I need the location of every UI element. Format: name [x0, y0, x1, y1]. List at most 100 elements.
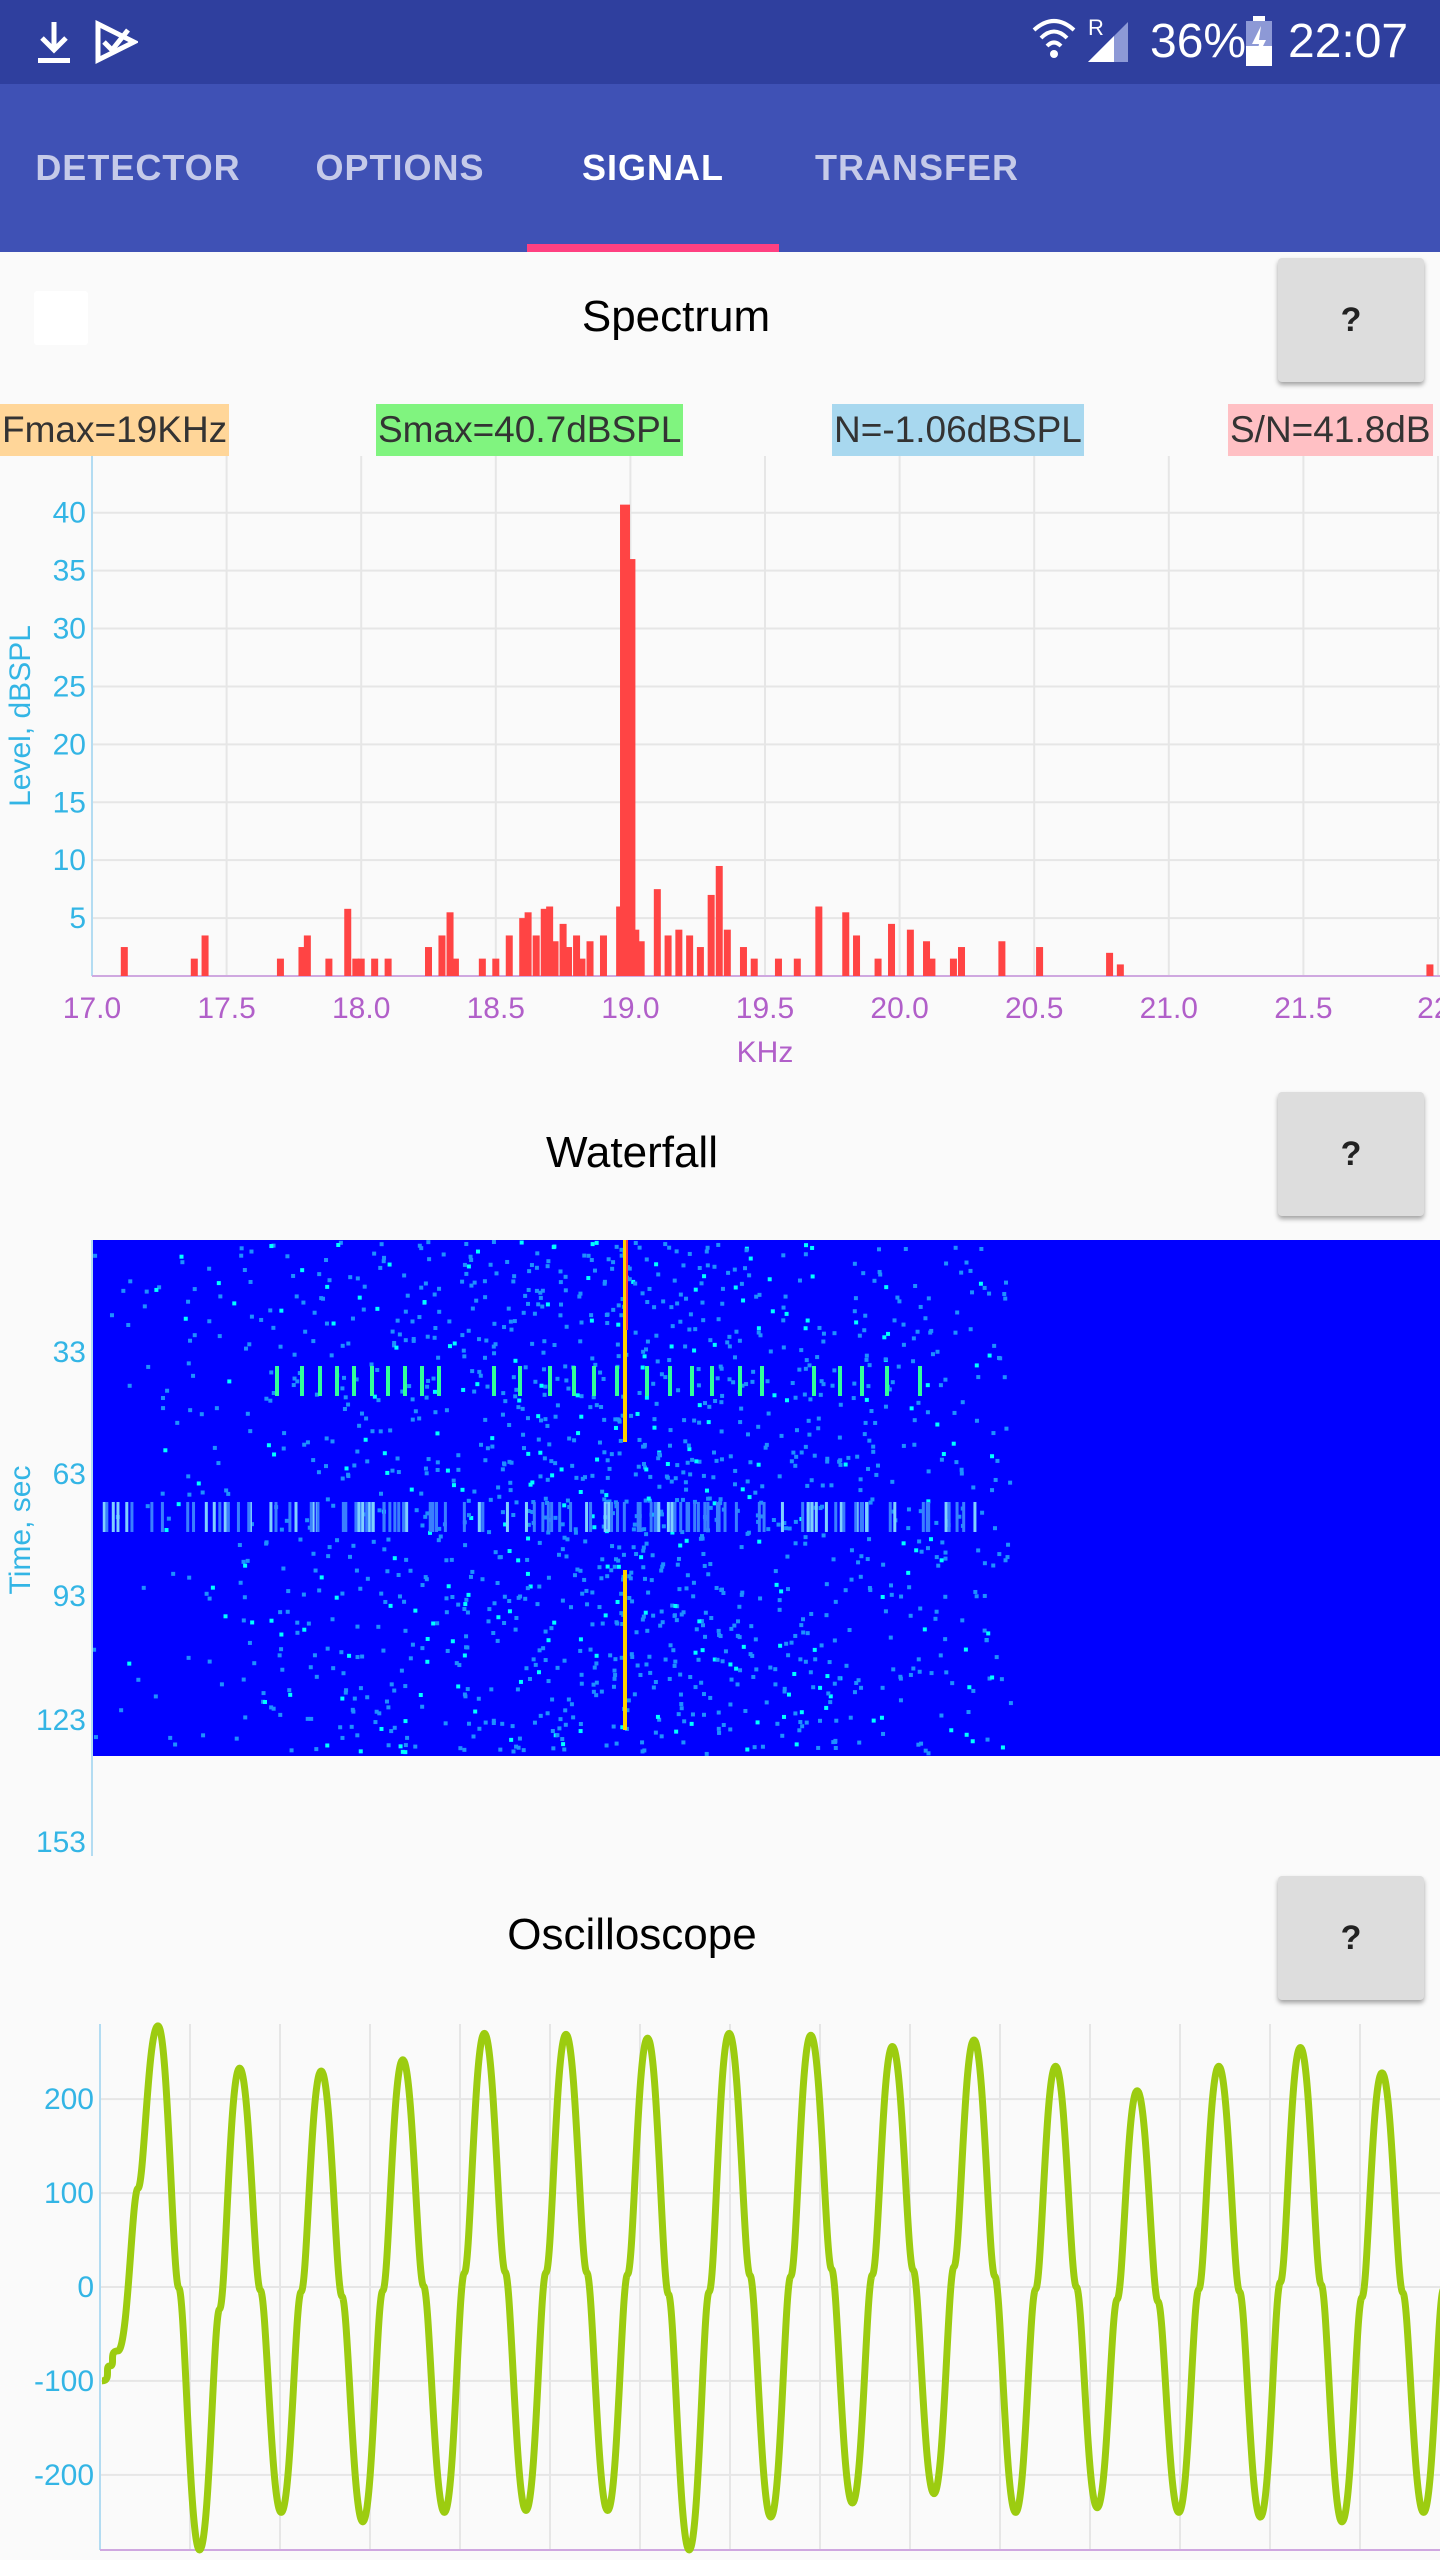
noise-pixel — [864, 1353, 869, 1358]
noise-pixel — [191, 1373, 196, 1378]
noise-pixel — [645, 1339, 650, 1344]
tab-transfer[interactable]: TRANSFER — [815, 147, 1019, 188]
noise-pixel — [826, 1691, 831, 1696]
tab-signal[interactable]: SIGNAL — [581, 147, 724, 188]
noise-pixel — [926, 1469, 931, 1474]
noise-pixel — [282, 1431, 287, 1436]
spectrum-bar — [276, 958, 284, 976]
noise-pixel — [954, 1460, 959, 1465]
noise-pixel — [566, 1386, 571, 1391]
noise-pixel — [413, 1744, 418, 1749]
noise-pixel — [597, 1565, 602, 1570]
noise-pixel — [514, 1744, 519, 1749]
noise-pixel — [413, 1409, 418, 1414]
spectrum-help-button[interactable]: ? — [1278, 258, 1424, 382]
noise-pixel — [590, 1356, 595, 1361]
noise-pixel — [266, 1443, 271, 1448]
noise-pixel — [799, 1710, 804, 1715]
noise-pixel — [843, 1462, 848, 1467]
noise-pixel — [797, 1278, 802, 1283]
noise-pixel — [812, 1647, 817, 1652]
tab-options[interactable]: OPTIONS — [315, 147, 485, 188]
tab-detector[interactable]: DETECTOR — [35, 147, 241, 188]
noise-pixel — [591, 1682, 596, 1687]
noise-pixel — [843, 1588, 848, 1593]
noise-pixel — [447, 1344, 452, 1349]
noise-pixel — [659, 1568, 664, 1573]
noise-pixel — [678, 1692, 683, 1697]
noise-pixel — [846, 1455, 851, 1460]
noise-pixel — [642, 1527, 647, 1532]
noise-pixel — [978, 1281, 983, 1286]
noise-pixel — [536, 1670, 541, 1675]
waterfall-help-button[interactable]: ? — [1278, 1092, 1424, 1216]
noise-band-line — [685, 1502, 689, 1532]
noise-pixel — [804, 1358, 809, 1363]
noise-pixel — [507, 1549, 512, 1554]
noise-pixel — [410, 1319, 415, 1324]
noise-band-line — [865, 1502, 869, 1532]
noise-pixel — [336, 1242, 341, 1247]
noise-pixel — [613, 1500, 618, 1505]
noise-pixel — [514, 1500, 519, 1505]
noise-pixel — [681, 1263, 686, 1268]
noise-pixel — [521, 1446, 526, 1451]
noise-pixel — [492, 1601, 497, 1606]
noise-pixel — [875, 1463, 880, 1468]
noise-band-line — [947, 1502, 951, 1532]
noise-pixel — [613, 1657, 618, 1662]
noise-pixel — [546, 1259, 551, 1264]
noise-pixel — [466, 1328, 471, 1333]
noise-pixel — [676, 1556, 681, 1561]
oscilloscope-help-button[interactable]: ? — [1278, 1876, 1424, 2000]
spectrum-enable-checkbox[interactable] — [34, 291, 88, 345]
noise-pixel — [469, 1516, 474, 1521]
noise-pixel — [396, 1573, 401, 1578]
noise-pixel — [619, 1313, 624, 1318]
noise-pixel — [390, 1329, 395, 1334]
noise-pixel — [641, 1349, 646, 1354]
noise-pixel — [364, 1416, 369, 1421]
noise-pixel — [727, 1377, 732, 1382]
noise-pixel — [590, 1590, 595, 1595]
noise-pixel — [418, 1693, 423, 1698]
spectrum-bar — [923, 941, 931, 976]
noise-pixel — [636, 1464, 641, 1469]
noise-pixel — [489, 1687, 494, 1692]
noise-pixel — [121, 1288, 126, 1293]
noise-pixel — [816, 1416, 821, 1421]
noise-pixel — [690, 1457, 695, 1462]
noise-pixel — [801, 1630, 806, 1635]
noise-pixel — [535, 1602, 540, 1607]
noise-pixel — [558, 1280, 563, 1285]
spectrum-bar — [686, 935, 694, 976]
noise-pixel — [620, 1297, 625, 1302]
y-tick-label: 15 — [53, 786, 86, 819]
noise-pixel — [325, 1743, 330, 1748]
noise-pixel — [312, 1310, 317, 1315]
noise-pixel — [586, 1253, 591, 1258]
signal-mark — [386, 1366, 390, 1396]
noise-pixel — [675, 1562, 680, 1567]
noise-pixel — [562, 1747, 567, 1752]
signal-strength-icon — [1088, 22, 1128, 62]
noise-pixel — [425, 1334, 430, 1339]
spectrum-bar — [723, 929, 731, 976]
noise-pixel — [753, 1490, 758, 1495]
noise-pixel — [529, 1263, 534, 1268]
noise-pixel — [376, 1624, 381, 1629]
noise-pixel — [719, 1366, 724, 1371]
noise-pixel — [292, 1376, 297, 1381]
noise-pixel — [269, 1618, 274, 1623]
noise-pixel — [545, 1423, 550, 1428]
noise-pixel — [580, 1476, 585, 1481]
spectrum-bar — [438, 935, 446, 976]
noise-pixel — [888, 1583, 893, 1588]
noise-pixel — [739, 1281, 744, 1286]
noise-pixel — [109, 1313, 114, 1318]
noise-band-line — [801, 1502, 805, 1532]
signal-mark — [572, 1366, 576, 1396]
noise-pixel — [745, 1747, 750, 1752]
noise-pixel — [745, 1479, 750, 1484]
noise-band-line — [309, 1502, 313, 1532]
